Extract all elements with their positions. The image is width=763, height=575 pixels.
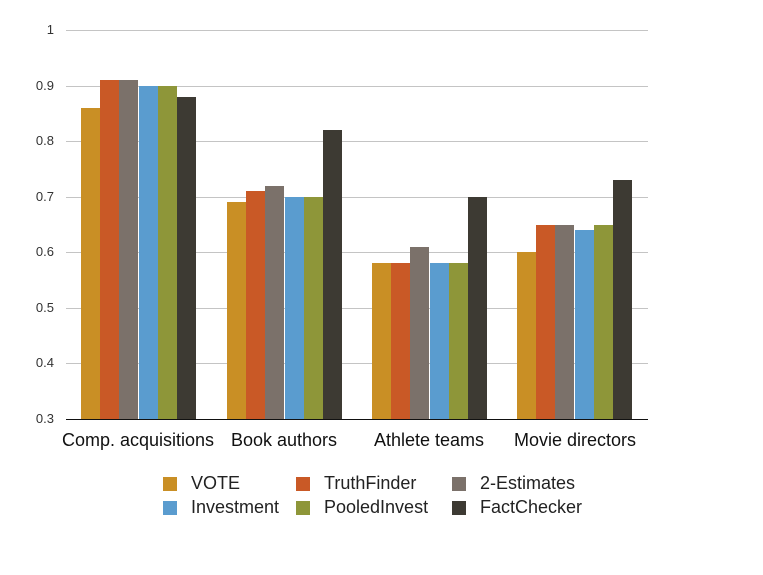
legend-swatch-icon: [163, 500, 177, 515]
bar-truthfinder: [100, 80, 120, 419]
legend-item: PooledInvest: [296, 497, 428, 518]
legend-item: VOTE: [163, 473, 240, 494]
category-label: Book authors: [230, 430, 338, 450]
legend-label: TruthFinder: [324, 473, 417, 493]
bar-factchecker: [177, 96, 196, 419]
y-tick-label: 0.3: [35, 411, 54, 426]
gridline: [66, 252, 648, 253]
gridline: [66, 30, 648, 31]
legend-item: Investment: [163, 497, 279, 518]
bar-2-estimates: [555, 224, 575, 419]
bar-vote: [517, 252, 536, 419]
category-label: Comp. acquisitions: [61, 430, 215, 450]
legend-item: FactChecker: [452, 497, 582, 518]
legend-swatch-icon: [296, 476, 310, 491]
bar-truthfinder: [536, 224, 556, 419]
bar-2-estimates: [265, 185, 285, 419]
legend-label: 2-Estimates: [480, 473, 576, 493]
bar-pooledinvest: [448, 263, 468, 419]
bar-vote: [81, 107, 100, 419]
y-tick-label: 0.7: [35, 189, 54, 204]
bar-investment: [138, 85, 158, 419]
bar-pooledinvest: [593, 224, 613, 419]
legend-swatch-icon: [163, 476, 177, 491]
bar-investment: [429, 263, 449, 419]
bar-2-estimates: [119, 80, 139, 419]
legend-label: Investment: [191, 497, 280, 517]
legend-label: PooledInvest: [324, 497, 429, 517]
y-tick-label: 0.5: [35, 300, 54, 315]
gridline: [66, 363, 648, 364]
bar-pooledinvest: [303, 196, 323, 419]
legend-swatch-icon: [452, 500, 466, 515]
bar-truthfinder: [391, 263, 411, 419]
bar-truthfinder: [246, 191, 266, 419]
y-tick-label: 1: [46, 22, 54, 37]
x-axis-line: [66, 419, 648, 420]
y-tick-label: 0.9: [35, 78, 54, 93]
bar-vote: [227, 202, 246, 419]
category-label: Movie directors: [513, 430, 637, 450]
gridline: [66, 308, 648, 309]
bar-investment: [284, 196, 304, 419]
bar-pooledinvest: [157, 85, 177, 419]
gridline: [66, 86, 648, 87]
bar-investment: [574, 230, 594, 419]
bar-factchecker: [323, 130, 342, 419]
legend-label: VOTE: [191, 473, 241, 493]
y-tick-label: 0.4: [35, 355, 54, 370]
bar-2-estimates: [410, 246, 430, 419]
legend-item: TruthFinder: [296, 473, 416, 494]
bar-factchecker: [468, 196, 487, 419]
bar-factchecker: [613, 180, 632, 419]
category-label: Athlete teams: [373, 430, 485, 450]
legend-label: FactChecker: [480, 497, 583, 517]
gridline: [66, 197, 648, 198]
bar-vote: [372, 263, 391, 419]
y-tick-label: 0.8: [35, 133, 54, 148]
legend-item: 2-Estimates: [452, 473, 575, 494]
y-tick-label: 0.6: [35, 244, 54, 259]
legend-swatch-icon: [296, 500, 310, 515]
legend-swatch-icon: [452, 476, 466, 491]
gridline: [66, 141, 648, 142]
